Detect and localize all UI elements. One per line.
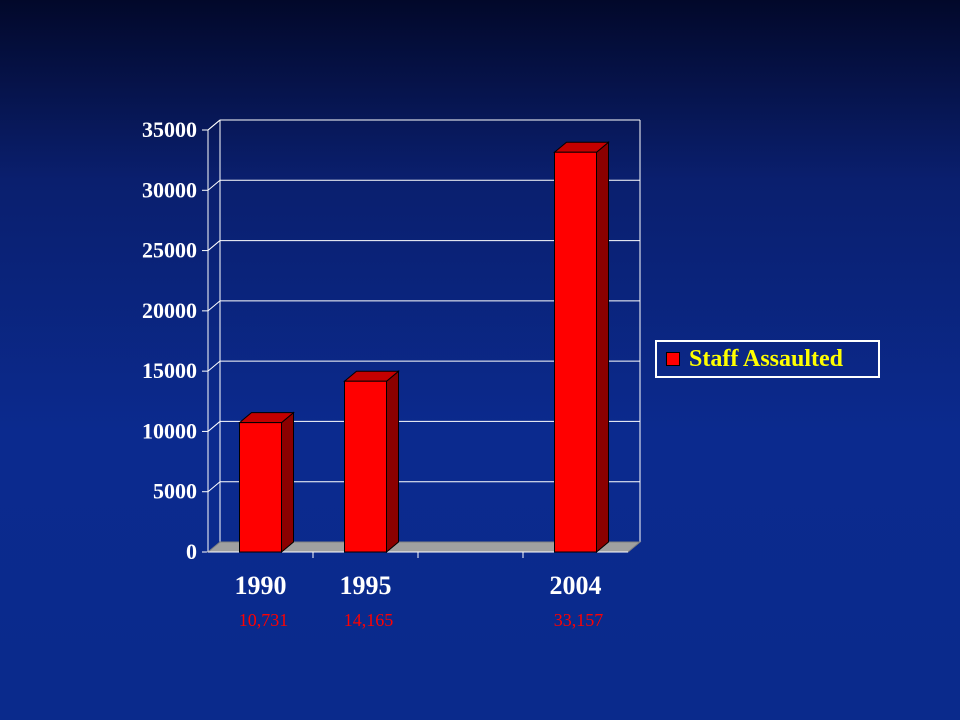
value-label: 14,165 bbox=[344, 610, 394, 630]
bar-side bbox=[596, 141, 609, 554]
y-tick-label: 25000 bbox=[142, 238, 197, 263]
y-tick-label: 30000 bbox=[142, 177, 197, 202]
gridline-diagonal bbox=[207, 421, 221, 432]
y-tick-label: 20000 bbox=[142, 298, 197, 323]
gridline-diagonal bbox=[207, 179, 221, 191]
legend-label: Staff Assaulted bbox=[689, 345, 844, 372]
bar bbox=[239, 422, 282, 553]
y-tick-label: 10000 bbox=[142, 418, 197, 443]
y-tick-label: 35000 bbox=[142, 117, 197, 142]
y-tick-label: 0 bbox=[186, 539, 197, 564]
legend-swatch bbox=[666, 352, 680, 366]
bar bbox=[344, 380, 387, 553]
y-tick-label: 15000 bbox=[142, 358, 197, 383]
x-tick-label: 2004 bbox=[550, 571, 602, 600]
x-tick-label: 1990 bbox=[235, 571, 287, 600]
x-tick-label: 1995 bbox=[340, 571, 392, 600]
bar-side bbox=[281, 411, 294, 554]
bar bbox=[554, 151, 597, 553]
value-label: 10,731 bbox=[239, 610, 289, 630]
value-label: 33,157 bbox=[554, 610, 604, 630]
gridline-diagonal bbox=[207, 240, 221, 251]
bar-side bbox=[386, 370, 399, 554]
chart-legend: Staff Assaulted bbox=[655, 340, 880, 378]
y-tick-label: 5000 bbox=[153, 479, 197, 504]
gridline-diagonal bbox=[207, 481, 221, 493]
gridline-diagonal bbox=[207, 119, 221, 131]
gridline-diagonal bbox=[207, 360, 221, 372]
gridline-diagonal bbox=[207, 300, 221, 312]
